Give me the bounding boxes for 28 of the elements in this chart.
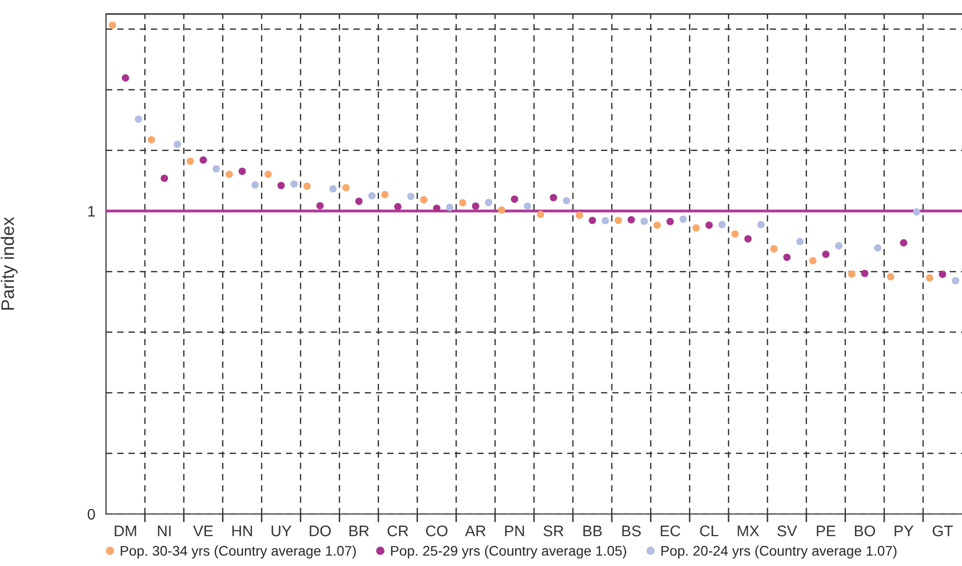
x-tick-label: BO [854, 526, 876, 536]
x-tick-label: MX [738, 526, 760, 536]
legend-label: Pop. 30-34 yrs (Country average 1.07) [120, 546, 356, 559]
x-tick-label: NI [158, 526, 171, 536]
x-tick-label: PE [816, 526, 836, 536]
x-tick-label: GT [932, 526, 953, 536]
x-tick-label: DM [114, 526, 136, 536]
x-tick-label: HN [232, 526, 252, 536]
x-tick-label: VE [193, 526, 213, 536]
x-tick-label: DO [310, 526, 331, 536]
x-tick-label: SR [544, 526, 564, 536]
x-tick-label: PY [894, 526, 914, 536]
x-tick-label: EC [660, 526, 680, 536]
x-tick-label: AR [465, 526, 486, 536]
x-tick-label: PN [505, 526, 524, 536]
y-tick-label: 0 [88, 508, 95, 520]
x-tick-label: BR [350, 526, 369, 536]
x-tick-label: BS [622, 526, 641, 536]
x-tick-label: CL [700, 526, 718, 536]
x-tick-label: BB [583, 526, 602, 536]
x-tick-label: UY [272, 526, 292, 536]
x-tick-label: CO [426, 526, 448, 536]
y-tick-label: 1 [88, 206, 95, 217]
x-tick-label: CR [388, 526, 408, 536]
y-axis-title: Parity index [0, 217, 18, 310]
legend-label: Pop. 20-24 yrs (Country average 1.07) [661, 546, 896, 559]
legend-label: Pop. 25-29 yrs (Country average 1.05) [391, 546, 626, 559]
x-tick-label: SV [777, 526, 798, 536]
